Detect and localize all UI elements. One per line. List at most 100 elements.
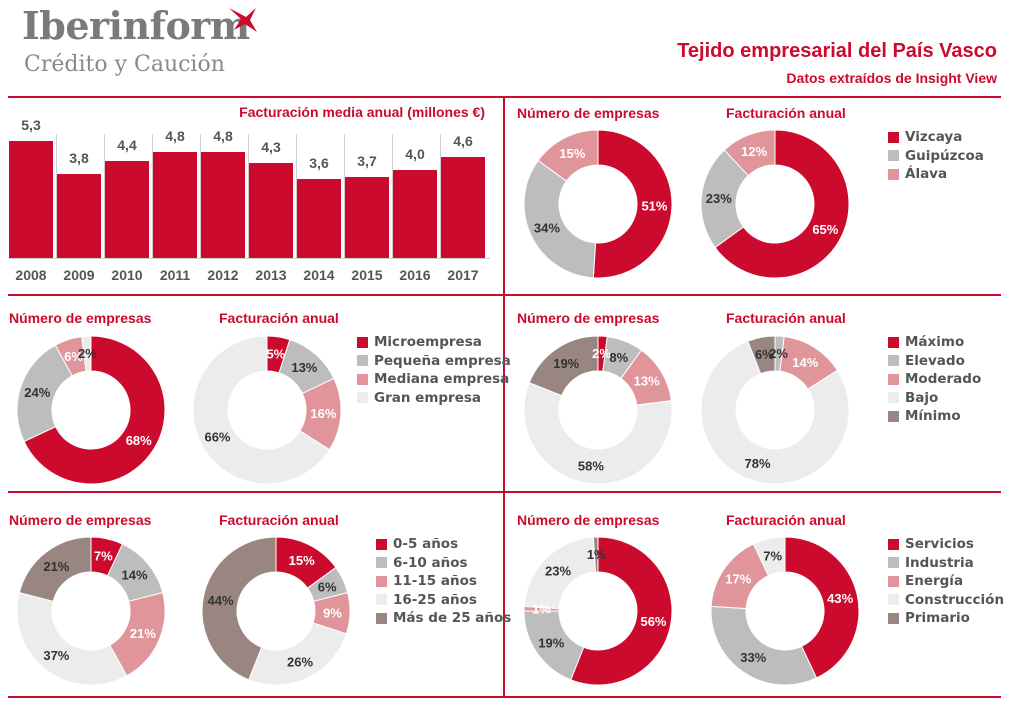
donut-value-label: 14% <box>792 355 818 370</box>
bar-2009 <box>57 174 101 258</box>
donut-value-label: 15% <box>559 146 585 161</box>
donut-slice-guip-zcoa <box>523 159 597 279</box>
donut-slice-bajo <box>700 340 850 485</box>
donut-title: Número de empresas <box>9 512 152 528</box>
donut-slice--lava <box>723 129 776 177</box>
donut-title: Facturación anual <box>219 512 339 528</box>
donut-title: Número de empresas <box>517 105 660 121</box>
bar-axis-line <box>8 258 490 259</box>
legend-label: Pequeña empresa <box>374 352 511 369</box>
legend-swatch <box>357 355 368 367</box>
legend-label: Elevado <box>905 352 965 369</box>
legend-label: Primario <box>905 610 970 627</box>
legend-item: Pequeña empresa <box>357 352 511 371</box>
bar-2010 <box>105 161 149 258</box>
bar-category-label: 2008 <box>15 267 47 283</box>
donut-slice--lava <box>537 129 599 182</box>
donut-value-label: 12% <box>741 144 767 159</box>
donut-value-label: 13% <box>291 360 317 375</box>
donut-legend: Microempresa Pequeña empresa Mediana empre… <box>357 333 511 407</box>
bar-category-label: 2011 <box>159 267 191 283</box>
legend-label: Vizcaya <box>905 129 963 146</box>
bar-value-label: 4,4 <box>117 137 137 154</box>
donut-title: Facturación anual <box>726 105 846 121</box>
bar-grid-separator <box>296 134 297 258</box>
legend-item: Bajo <box>888 389 981 408</box>
legend-swatch <box>888 410 899 422</box>
legend-label: 6-10 años <box>393 554 468 571</box>
legend-swatch <box>888 612 899 624</box>
legend-item: 11-15 años <box>376 572 511 591</box>
legend-swatch <box>888 594 899 606</box>
legend-item: Mínimo <box>888 407 981 426</box>
legend-label: Microempresa <box>374 334 482 351</box>
donut-legend: 0-5 años 6-10 años 11-15 años 16-25 años Más… <box>376 535 511 628</box>
donut-title: Facturación anual <box>219 310 339 326</box>
donut-value-label: 21% <box>130 626 156 641</box>
donut-slice-vizcaya <box>592 129 673 279</box>
donut-value-label: 6% <box>755 347 774 362</box>
bar-2014 <box>297 178 341 258</box>
donut-slice-m-nimo <box>528 335 599 397</box>
donut-value-label: 56% <box>640 614 666 629</box>
legend-swatch <box>888 131 899 143</box>
legend-item: Primario <box>888 609 1004 628</box>
bar-value-label: 4,3 <box>261 139 281 156</box>
legend-swatch <box>376 575 387 587</box>
legend-item: Mediana empresa <box>357 370 511 389</box>
legend-swatch <box>888 575 899 587</box>
legend-swatch <box>888 557 899 569</box>
donut-slice-construcci-n <box>752 536 786 577</box>
bar-value-label: 4,6 <box>453 132 473 149</box>
donut-slice-gran-empresa <box>192 335 331 485</box>
legend-label: Álava <box>905 166 948 183</box>
donut-slice-m-nimo <box>747 335 776 375</box>
donut-title: Número de empresas <box>517 310 660 326</box>
bar-category-label: 2012 <box>207 267 239 283</box>
donut-value-label: 7% <box>763 548 782 563</box>
bar-category-label: 2015 <box>351 267 383 283</box>
legend-label: Servicios <box>905 536 974 553</box>
donut-value-label: 58% <box>578 459 604 474</box>
bar-category-label: 2014 <box>303 267 335 283</box>
legend-swatch <box>888 392 899 404</box>
bar-category-label: 2016 <box>399 267 431 283</box>
page-subtitle: Datos extraídos de Insight View <box>786 70 997 86</box>
donut-value-label: 1% <box>587 547 606 562</box>
brand-logo-subtitle: Crédito y Caución <box>24 52 225 77</box>
donut-value-label: 43% <box>827 591 853 606</box>
donut-value-label: 17% <box>725 572 751 587</box>
legend-label: Gran empresa <box>374 389 482 406</box>
donut-value-label: 65% <box>812 222 838 237</box>
legend-label: Energía <box>905 573 964 590</box>
legend-swatch <box>357 392 368 404</box>
donut-slice-microempresa <box>23 335 166 485</box>
legend-item: Elevado <box>888 352 981 371</box>
donut-value-label: 44% <box>207 593 233 608</box>
legend-swatch <box>376 594 387 606</box>
legend-item: Vizcaya <box>888 128 984 147</box>
donut-slice-m-s-de-25-a-os <box>18 536 92 602</box>
legend-item: Construcción <box>888 591 1004 610</box>
donut-value-label: 23% <box>545 564 571 579</box>
donut-value-label: 19% <box>538 635 564 650</box>
legend-swatch <box>357 373 368 385</box>
donut-value-label: 24% <box>24 385 50 400</box>
legend-label: Moderado <box>905 371 982 388</box>
legend-label: Bajo <box>905 389 939 406</box>
donut-legend: Servicios Industria Energía Construcción Pri… <box>888 535 1004 628</box>
legend-item: Álava <box>888 165 984 184</box>
donut-title: Número de empresas <box>517 512 660 528</box>
legend-swatch <box>888 168 899 180</box>
legend-swatch <box>888 355 899 367</box>
donut-title: Número de empresas <box>9 310 152 326</box>
bar-grid-separator <box>56 134 57 258</box>
donut-value-label: 16% <box>310 406 336 421</box>
legend-item: Energía <box>888 572 1004 591</box>
donut-value-label: 14% <box>122 567 148 582</box>
